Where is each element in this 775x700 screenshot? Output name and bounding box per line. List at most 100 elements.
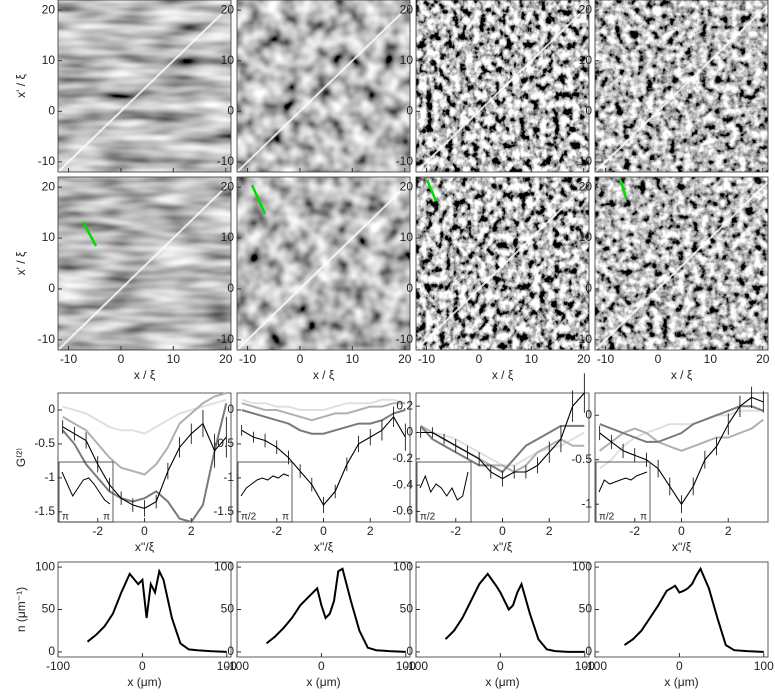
y-tick-label: 20 [42,179,56,193]
x-tick-label: 0 [655,352,662,366]
y-axis-label: x' / ξ [14,251,28,275]
x-tick-label: -100 [404,659,428,673]
y-tick-label: 100 [214,559,234,573]
frame [236,176,411,351]
x-axis-label: x / ξ [134,368,156,382]
frame [57,561,232,658]
y-tick-label: 0 [48,402,55,416]
series-line [599,409,764,470]
x-tick-label: 0 [118,352,125,366]
x-tick-label: 10 [704,352,718,366]
x-tick-label: 10 [525,352,539,366]
x-axis-label: x''/ξ [493,540,513,554]
y-tick-label: 0 [585,103,592,117]
x-tick-label: -2 [450,524,461,538]
diagonal [57,4,232,173]
x-tick-label: -100 [225,659,249,673]
frame [594,561,769,658]
frame [415,392,590,523]
frame [57,0,232,173]
y-tick-label: 100 [572,559,592,573]
x-axis-label: x (μm) [306,675,340,689]
y-tick-label: -1 [44,470,55,484]
frame [594,176,769,351]
x-tick-label: -100 [46,659,70,673]
y-tick-label: -10 [217,332,235,346]
x-tick-label: -10 [597,352,615,366]
x-tick-label: 100 [575,659,595,673]
x-tick-label: 0 [318,659,325,673]
x-tick-label: -10 [60,352,78,366]
y-tick-label: 0 [48,644,55,658]
y-tick-label: 0 [406,103,413,117]
series-line [420,425,585,474]
x-tick-label: 20 [577,352,591,366]
frame [415,0,590,173]
x-tick-label: 0 [141,524,148,538]
y-tick-label: 10 [400,53,414,67]
series-line [61,402,228,524]
y-tick-label: 0 [48,281,55,295]
y-tick-label: -0.2 [392,451,413,465]
inset-label: π [282,512,289,523]
series-line [241,398,406,411]
x-axis-label: x (μm) [664,675,698,689]
x-tick-label: 0 [139,659,146,673]
x-tick-label: 20 [398,352,412,366]
x-tick-label: 100 [396,659,416,673]
series-line [241,402,406,422]
x-tick-label: 2 [188,524,195,538]
y-tick-label: 20 [221,2,235,16]
x-axis-label: x''/ξ [672,540,692,554]
x-tick-label: -2 [92,524,103,538]
x-tick-label: 20 [219,352,233,366]
y-tick-label: 10 [42,53,56,67]
series-line [420,428,585,467]
y-tick-label: 100 [35,559,55,573]
x-axis-label: x / ξ [313,368,335,382]
x-tick-label: 20 [756,352,770,366]
y-tick-label: 20 [579,179,593,193]
y-tick-label: -0.5 [571,452,592,466]
green-marker [81,221,98,247]
y-tick-label: -0.4 [392,477,413,491]
y-tick-label: -1.5 [34,504,55,518]
y-tick-label: 20 [221,179,235,193]
y-tick-label: -0.6 [392,504,413,518]
x-tick-label: -2 [271,524,282,538]
y-tick-label: -1 [581,496,592,510]
diagonal [594,181,769,351]
inset-frame [58,461,114,523]
inset-line [61,471,111,505]
y-axis-label: G⁽²⁾ [14,448,28,467]
diagonal [415,181,590,351]
y-tick-label: 0.2 [396,398,413,412]
y-tick-label: 20 [42,2,56,16]
series-line [265,567,406,653]
y-tick-label: 0 [585,281,592,295]
series-line [444,572,585,653]
series-line [599,418,764,452]
y-tick-label: 0 [406,644,413,658]
x-axis-label: x''/ξ [135,540,155,554]
y-tick-label: -10 [38,332,56,346]
x-tick-label: 10 [346,352,360,366]
inset-label: π [62,512,69,523]
y-tick-label: 0 [406,281,413,295]
x-axis-label: x / ξ [671,368,693,382]
frame [415,176,590,351]
y-tick-label: 20 [400,2,414,16]
y-tick-label: 0 [227,644,234,658]
y-tick-label: 50 [400,602,414,616]
x-tick-label: 0 [499,524,506,538]
y-tick-label: 50 [42,602,56,616]
x-tick-label: 0 [497,659,504,673]
y-tick-label: 20 [400,179,414,193]
y-tick-label: 20 [579,2,593,16]
y-tick-label: 10 [221,230,235,244]
green-marker [250,184,267,215]
y-tick-label: 10 [42,230,56,244]
x-tick-label: -10 [239,352,257,366]
